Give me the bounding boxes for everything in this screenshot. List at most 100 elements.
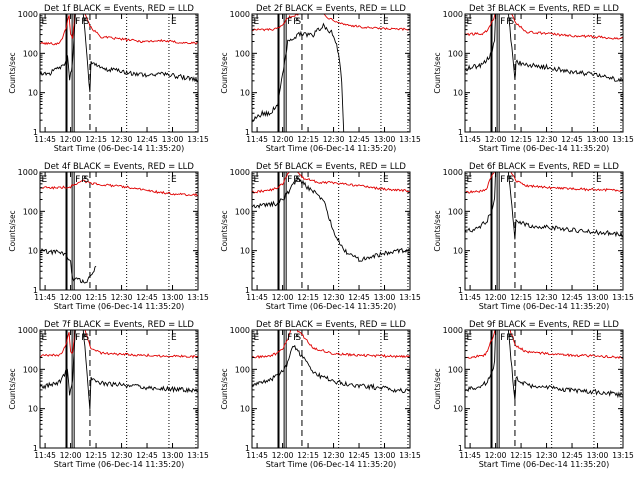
marker-label: E [467,175,473,185]
y-axis-label: Counts/sec [220,210,229,251]
series-lld [40,14,198,46]
x-tick-label: 11:45 [459,135,481,144]
x-tick-label: 12:00 [272,451,294,460]
series-events [465,330,623,401]
panel-title: Det 4f BLACK = Events, RED = LLD [44,162,194,172]
y-axis-label: Counts/sec [8,210,17,251]
marker-label: E [171,333,177,343]
x-tick-label: 12:00 [485,451,507,460]
x-tick-label: 12:45 [348,135,370,144]
series-events [40,248,97,284]
axes-frame [39,171,199,291]
x-tick-label: 13:00 [162,135,184,144]
panel-title: Det 3f BLACK = Events, RED = LLD [469,4,619,14]
y-tick-label: 10 [453,89,463,98]
x-tick-label: 12:30 [323,293,345,302]
x-axis-label: Start Time (06-Dec-14 11:35:20) [479,302,610,311]
plot-area [465,14,623,132]
series-lld [40,179,198,197]
series-lld [252,14,410,32]
plot-area [40,330,198,448]
y-tick-label: 100 [23,49,38,58]
y-axis-label: Counts/sec [433,368,442,409]
marker-label: F [75,175,80,185]
y-axis-label: Counts/sec [220,368,229,409]
panel-title: Det 9f BLACK = Events, RED = LLD [469,320,619,330]
y-tick-label: 1000 [443,168,463,177]
y-tick-label: 1000 [230,326,250,335]
panel-det-2: Det 2f BLACK = Events, RED = LLD E F PS E 1 10… [220,4,421,153]
marker-label: F [287,17,292,27]
marker-label: E [383,333,389,343]
plot-area [252,14,410,132]
series-events [40,330,198,410]
series-events [252,176,410,263]
x-tick-label: 12:00 [485,293,507,302]
x-tick-label: 13:00 [374,135,396,144]
y-axis-label: Counts/sec [220,52,229,93]
x-tick-label: 11:45 [246,293,268,302]
marker-label: E [42,333,48,343]
x-tick-label: 13:15 [612,293,634,302]
x-tick-label: 12:00 [60,135,82,144]
x-axis-label: Start Time (06-Dec-14 11:35:20) [54,144,185,153]
x-tick-label: 12:00 [60,451,82,460]
series-lld [40,330,198,359]
x-tick-label: 11:45 [459,451,481,460]
panel-det-6: Det 6f BLACK = Events, RED = LLD E F PS E 1 10… [433,162,634,311]
series-events [40,14,198,93]
y-axis-label: Counts/sec [433,52,442,93]
x-tick-label: 12:15 [85,293,107,302]
y-tick-label: 100 [235,365,250,374]
panel-det-9: Det 9f BLACK = Events, RED = LLD E F PS E 1 10… [433,320,634,469]
marker-label: P [506,17,512,27]
x-axis-label: Start Time (06-Dec-14 11:35:20) [266,144,397,153]
y-tick-label: 1000 [230,168,250,177]
y-tick-label: 1 [245,286,250,295]
plot-area [40,172,198,290]
x-tick-label: 12:00 [485,135,507,144]
x-tick-label: 12:30 [323,451,345,460]
x-tick-label: 12:15 [510,135,532,144]
x-tick-label: 11:45 [246,451,268,460]
x-tick-label: 12:30 [111,135,133,144]
plot-area [252,330,410,448]
x-tick-label: 12:30 [536,135,558,144]
x-tick-label: 13:00 [587,293,609,302]
plot-area [465,330,623,448]
marker-label: E [171,175,177,185]
x-tick-label: 12:45 [561,293,583,302]
x-tick-label: 12:45 [561,451,583,460]
marker-label: E [254,333,260,343]
marker-label: E [254,175,260,185]
x-tick-label: 12:45 [348,293,370,302]
y-tick-label: 10 [453,405,463,414]
panel-title: Det 8f BLACK = Events, RED = LLD [256,320,406,330]
series-lld [465,14,623,40]
x-axis-label: Start Time (06-Dec-14 11:35:20) [54,302,185,311]
axes-frame [464,329,624,449]
x-tick-label: 11:45 [34,451,56,460]
marker-label: P [506,333,512,343]
panel-title: Det 7f BLACK = Events, RED = LLD [44,320,194,330]
x-tick-label: 13:15 [399,135,421,144]
x-tick-label: 11:45 [459,293,481,302]
x-tick-label: 11:45 [34,135,56,144]
plot-area [40,14,198,132]
series-lld [252,172,410,194]
y-tick-label: 1 [458,286,463,295]
panel-title: Det 6f BLACK = Events, RED = LLD [469,162,619,172]
x-tick-label: 13:15 [187,451,209,460]
series-lld [465,172,623,194]
y-axis-label: Counts/sec [8,52,17,93]
marker-label: E [171,17,177,27]
marker-label: E [254,17,260,27]
x-tick-label: 12:30 [536,293,558,302]
x-axis-label: Start Time (06-Dec-14 11:35:20) [54,460,185,469]
y-tick-label: 1000 [443,326,463,335]
x-tick-label: 13:00 [162,293,184,302]
marker-label: P [81,17,87,27]
marker-label: E [596,17,602,27]
x-tick-label: 12:15 [510,451,532,460]
